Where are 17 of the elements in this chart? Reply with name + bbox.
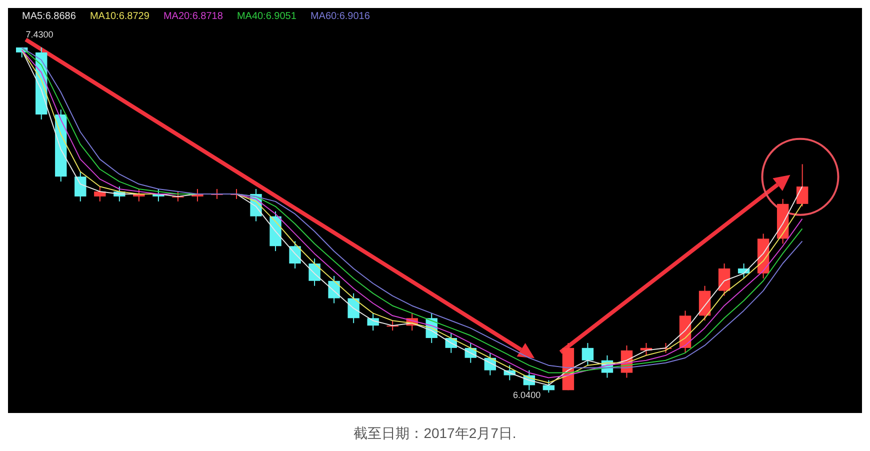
candlestick bbox=[367, 312, 379, 332]
text: MA5:6.8686 bbox=[22, 11, 76, 22]
text: MA10:6.8729 bbox=[90, 11, 150, 22]
annotation: 7.4300 bbox=[26, 30, 54, 40]
text: MA40:6.9051 bbox=[236, 11, 296, 22]
text: 截至日期：2017年2月7日. bbox=[352, 425, 518, 443]
candlestick bbox=[94, 186, 106, 202]
text: MA20:6.8718 bbox=[163, 11, 223, 22]
candlestick bbox=[718, 263, 730, 296]
candlestick bbox=[796, 164, 808, 207]
candlestick bbox=[289, 240, 301, 269]
annotation: 6.0400 bbox=[513, 390, 541, 400]
candlestick bbox=[582, 342, 594, 366]
candlestick bbox=[74, 171, 86, 202]
text: MA60:6.9016 bbox=[310, 11, 370, 22]
candlestick bbox=[348, 292, 360, 324]
candlestick bbox=[542, 380, 555, 394]
